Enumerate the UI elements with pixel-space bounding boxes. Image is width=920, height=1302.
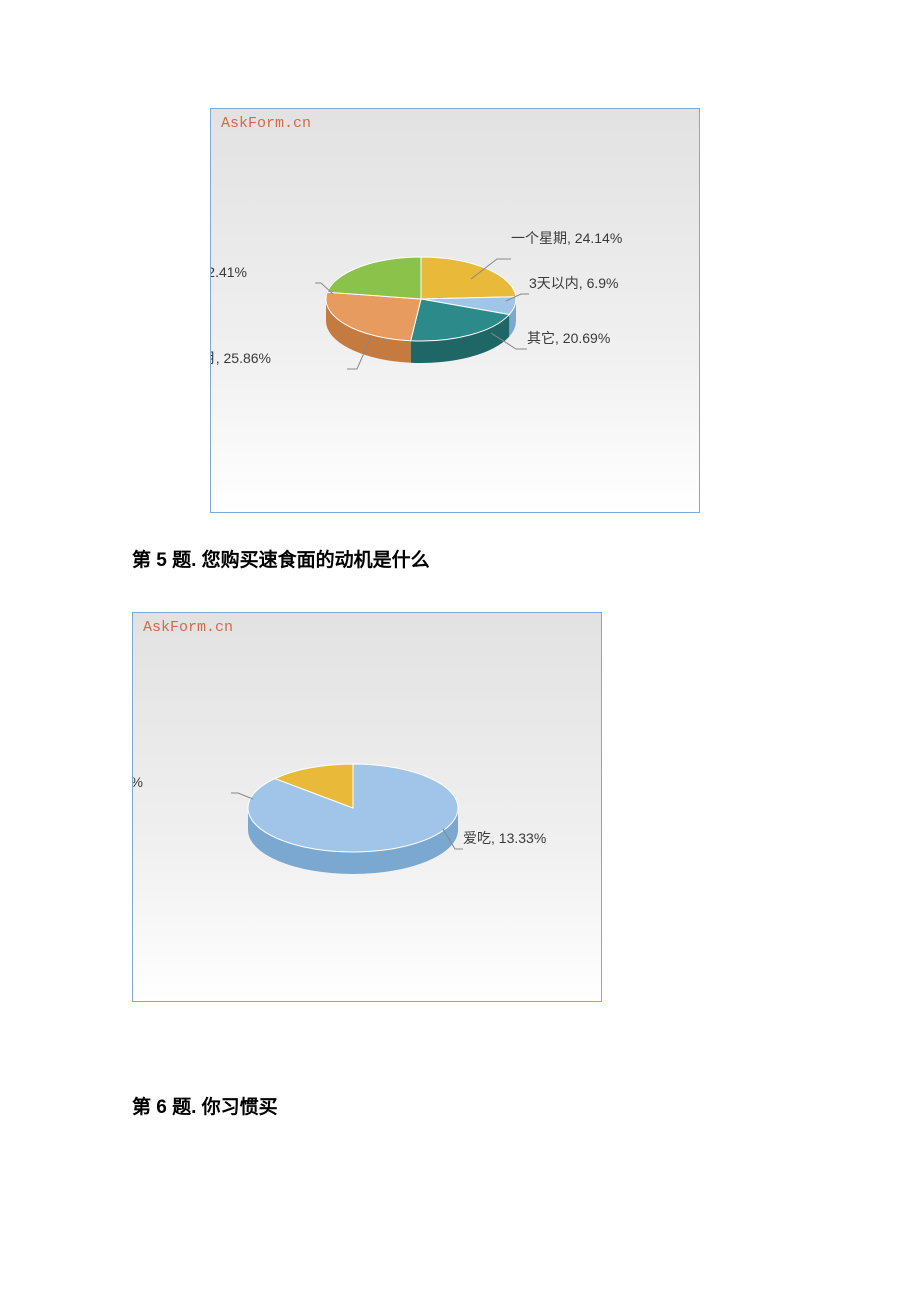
pie-label: 爱吃, 13.33% [463,830,546,846]
chart1-box: AskForm.cn 一个星期, 24.14% 3天以内, 6.9% 其它, 20.… [210,108,700,513]
chart2-box: AskForm.cn 充饥, 86.67% 爱吃, 13.33% [132,612,602,1002]
pie-slice [327,257,421,299]
chart2-pie: 充饥, 86.67% 爱吃, 13.33% [133,613,603,1003]
watermark-text: AskForm.cn [143,619,233,636]
pie-slice [421,257,516,299]
pie-label: 半个月, 22.41% [211,264,247,280]
leader-line [231,793,253,799]
pie-label: 一个星期, 24.14% [511,230,622,246]
pie-label: 充饥, 86.67% [133,774,143,790]
watermark-text: AskForm.cn [221,115,311,132]
question-5-heading: 第 5 题. 您购买速食面的动机是什么 [132,545,920,572]
chart1-pie: 一个星期, 24.14% 3天以内, 6.9% 其它, 20.69% 一个月, 25.… [211,109,701,514]
pie-label: 一个月, 25.86% [211,350,271,366]
pie-label: 其它, 20.69% [527,330,610,346]
question-6-heading: 第 6 题. 你习惯买 [132,1092,920,1119]
pie-label: 3天以内, 6.9% [529,275,618,291]
